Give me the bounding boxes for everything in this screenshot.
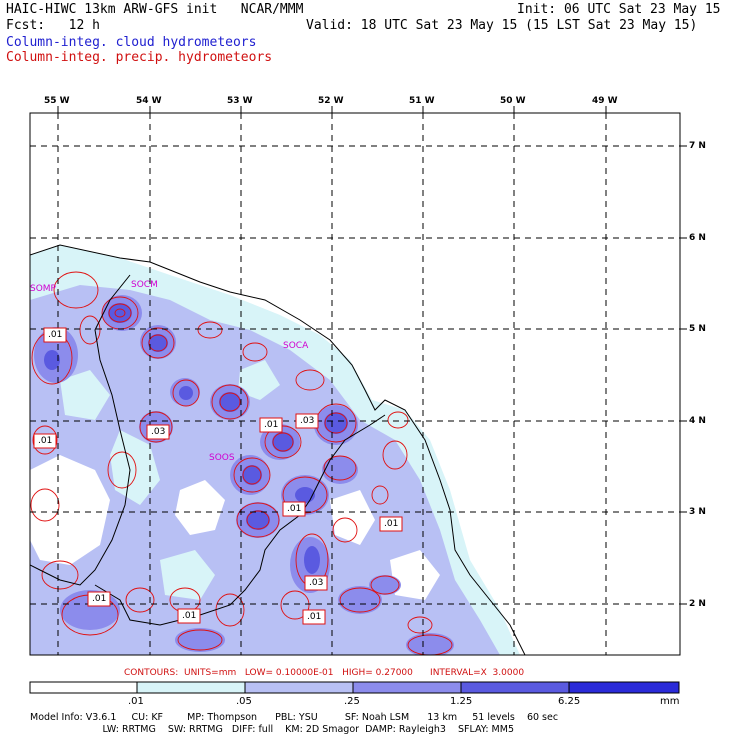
station-label: SOOS [209, 453, 235, 463]
station-label: SOCM [131, 280, 158, 290]
contour-label: .01 [182, 611, 197, 621]
lat-label: 3 N [689, 507, 706, 517]
contour-label: .01 [287, 504, 302, 514]
station-label: SOMP [30, 284, 56, 294]
contour-label: .01 [264, 420, 279, 430]
contour-label: .03 [151, 427, 166, 437]
valid-time: Valid: 18 UTC Sat 23 May 15 (15 LST Sat … [306, 18, 698, 33]
colorbar-tick: 6.25 [558, 696, 581, 707]
lat-label: 4 N [689, 416, 706, 426]
colorbar-tick: .05 [236, 696, 252, 707]
lon-label: 53 W [227, 96, 253, 106]
colorbar [29, 681, 680, 694]
lat-label: 6 N [689, 233, 706, 243]
contour-info: CONTOURS: UNITS=mm LOW= 0.10000E-01 HIGH… [124, 668, 525, 678]
contour-label: .01 [38, 436, 53, 446]
lon-label: 51 W [409, 96, 435, 106]
lon-label: 54 W [136, 96, 162, 106]
contour-label: .03 [309, 578, 324, 588]
lat-label: 5 N [689, 324, 706, 334]
lon-label: 49 W [592, 96, 618, 106]
station-label: SOCA [283, 341, 309, 351]
lat-label: 2 N [689, 599, 706, 609]
contour-label: .01 [48, 330, 63, 340]
contour-label: .01 [92, 594, 107, 604]
contour-label: .01 [307, 612, 322, 622]
field-precip-label: Column-integ. precip. hydrometeors [6, 50, 273, 65]
contour-label: .01 [384, 519, 399, 529]
model-info-line2: LW: RRTMG SW: RRTMG DIFF: full KM: 2D Sm… [30, 724, 514, 735]
colorbar-tick: .01 [128, 696, 144, 707]
lon-label: 50 W [500, 96, 526, 106]
colorbar-tick: 1.25 [450, 696, 473, 707]
contour-label: .03 [300, 416, 315, 426]
lat-label: 7 N [689, 141, 706, 151]
model-info-line1: Model Info: V3.6.1 CU: KF MP: Thompson P… [30, 712, 559, 723]
lon-label: 55 W [44, 96, 70, 106]
plot-title: HAIC-HIWC 13km ARW-GFS init NCAR/MMM [6, 2, 304, 17]
colorbar-units: mm [660, 696, 680, 707]
lon-label: 52 W [318, 96, 344, 106]
forecast-hour: Fcst: 12 h [6, 18, 100, 33]
init-time: Init: 06 UTC Sat 23 May 15 [517, 2, 721, 17]
colorbar-tick: .25 [344, 696, 360, 707]
field-cloud-label: Column-integ. cloud hydrometeors [6, 35, 257, 50]
